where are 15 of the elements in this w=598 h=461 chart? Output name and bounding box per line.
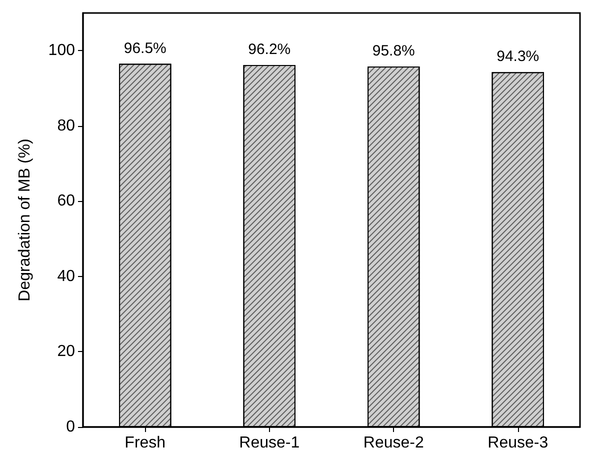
y-tick-label: 0	[66, 418, 76, 436]
y-tick-label: 60	[57, 192, 76, 210]
data-label: 95.8%	[372, 42, 415, 60]
data-label: 96.2%	[248, 40, 291, 58]
y-tick-label: 20	[57, 343, 76, 360]
x-tick-label: Reuse-2	[363, 434, 424, 452]
data-label: 94.3%	[496, 48, 540, 66]
y-axis-title: Degradation of MB (%)	[16, 138, 34, 302]
y-tick-label: 100	[48, 42, 76, 60]
x-tick-label: Fresh	[124, 434, 166, 452]
x-tick-label: Reuse-1	[239, 434, 300, 452]
y-tick-label: 80	[57, 117, 76, 134]
x-tick-label: Reuse-3	[488, 434, 548, 452]
data-label: 96.5%	[124, 40, 166, 57]
y-tick-label: 40	[57, 268, 76, 285]
